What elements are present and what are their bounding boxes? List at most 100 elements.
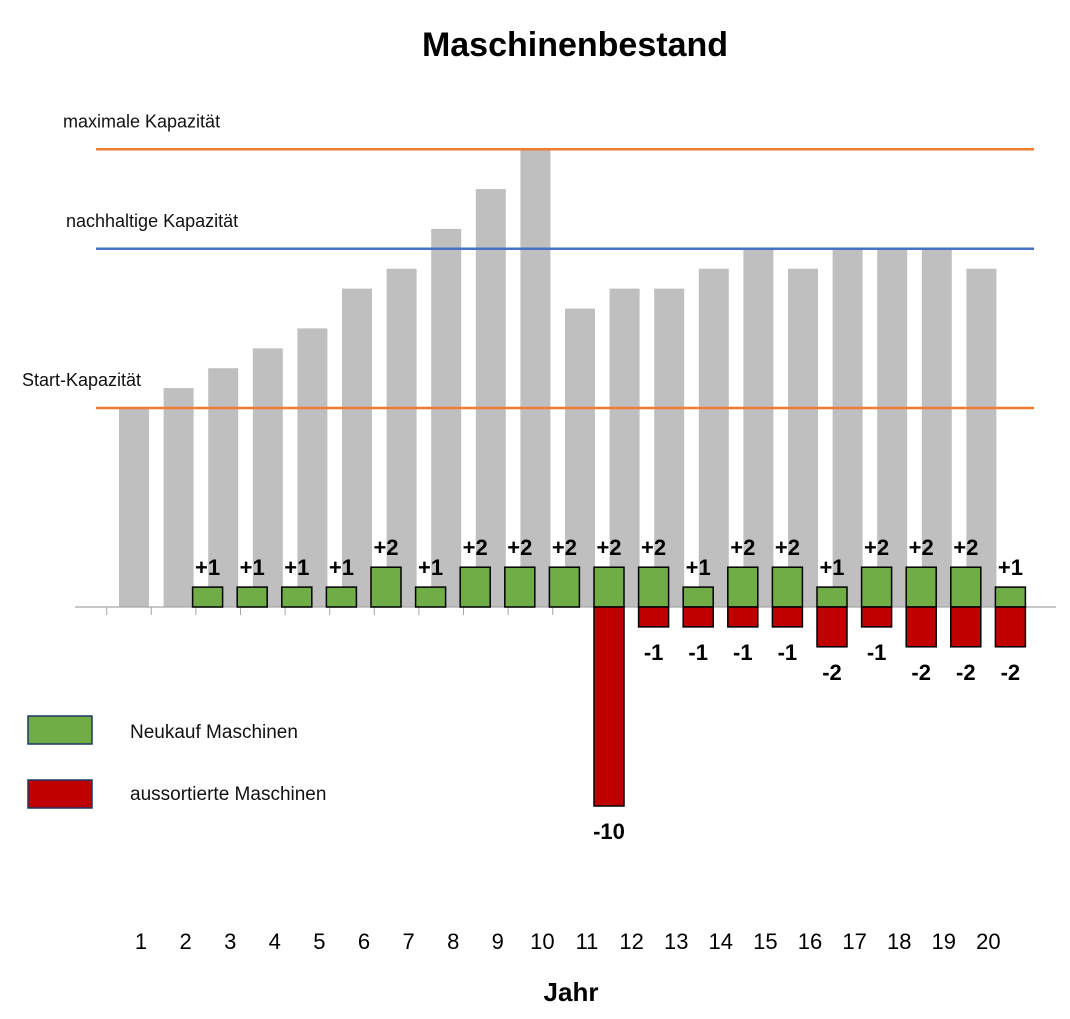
x-tick-label-5: 5 <box>313 929 325 954</box>
neukauf-bar-11 <box>593 566 625 608</box>
bestand-bar-19 <box>921 248 952 608</box>
x-tick-label-6: 6 <box>358 929 370 954</box>
neukauf-bar-16 <box>816 586 848 608</box>
bestand-bar-16 <box>788 268 818 607</box>
neukauf-bar-17 <box>860 566 893 608</box>
neukauf-label-9: +2 <box>507 535 532 560</box>
bestand-bar-17 <box>832 248 863 608</box>
reference-label-start: Start-Kapazität <box>22 370 141 390</box>
chart-title: Maschinenbestand <box>422 26 728 64</box>
aussortiert-label-13: -1 <box>688 640 708 665</box>
neukauf-label-18: +2 <box>909 535 934 560</box>
neukauf-label-14: +2 <box>730 535 755 560</box>
neukauf-bar-12 <box>637 566 670 608</box>
bestand-bar-10 <box>520 149 551 608</box>
x-tick-label-9: 9 <box>492 929 504 954</box>
aussortiert-bar-11 <box>593 606 625 807</box>
x-tick-labels: 1 2 3 4 5 6 7 8 9 10 11 12 13 14 15 16 17 18 19 20 <box>135 929 1001 954</box>
neukauf-bar-19 <box>950 566 982 608</box>
neukauf-label-4: +1 <box>284 555 309 580</box>
reference-label-sustain: nachhaltige Kapazität <box>66 211 238 231</box>
x-tick-label-12: 12 <box>619 929 643 954</box>
x-tick-label-7: 7 <box>402 929 414 954</box>
x-tick-label-20: 20 <box>976 929 1000 954</box>
x-tick-label-14: 14 <box>709 929 733 954</box>
x-tick-label-1: 1 <box>135 929 147 954</box>
x-tick-label-16: 16 <box>798 929 822 954</box>
x-tick-label-11: 11 <box>576 929 599 954</box>
aussortiert-bar-17 <box>860 606 893 628</box>
neukauf-label-17: +2 <box>864 535 889 560</box>
legend-label-neukauf: Neukauf Maschinen <box>130 722 298 743</box>
bestand-bar-12 <box>609 288 640 607</box>
neukauf-bar-3 <box>236 586 268 608</box>
legend-swatch-aussortiert <box>27 779 93 809</box>
neukauf-label-15: +2 <box>775 535 800 560</box>
aussortiert-label-12: -1 <box>644 640 664 665</box>
neukauf-bar-20 <box>994 586 1027 608</box>
neukauf-bar-4 <box>281 586 313 608</box>
data-labels: +1 +1 +1 +1 +2 +1 +2 +2 +2 +2 +2 +1 +2 +2 +1 +2 +2 +2 +1 -1… <box>195 535 1023 844</box>
bestand-bar-14 <box>698 268 729 607</box>
bestand-bar-6 <box>342 288 372 607</box>
bestand-bar-1 <box>119 408 149 607</box>
neukauf-label-2: +1 <box>195 555 220 580</box>
aussortiert-bar-15 <box>771 606 804 628</box>
bestand-bar-9 <box>475 189 506 607</box>
neukauf-bar-10 <box>548 566 581 608</box>
x-tick-label-2: 2 <box>179 929 191 954</box>
neukauf-bar-9 <box>504 566 536 608</box>
bestand-bar-13 <box>654 288 685 607</box>
aussortiert-bar-14 <box>727 606 759 628</box>
neukauf-label-7: +1 <box>418 555 443 580</box>
bestand-bar-20 <box>966 268 997 607</box>
aussortiert-label-19: -2 <box>956 660 976 685</box>
bestand-bar-2 <box>163 388 194 607</box>
neukauf-bar-18 <box>905 566 937 608</box>
x-axis-title: Jahr <box>544 977 599 1007</box>
aussortiert-bar-12 <box>637 606 670 628</box>
bestand-bar-15 <box>743 248 774 608</box>
neukauf-label-20: +1 <box>998 555 1023 580</box>
aussortiert-label-16: -2 <box>822 660 842 685</box>
legend-swatch-neukauf <box>27 715 93 745</box>
aussortiert-label-17: -1 <box>867 640 887 665</box>
neukauf-bar-6 <box>370 566 402 608</box>
aussortiert-label-11: -10 <box>593 819 625 844</box>
x-tick-label-19: 19 <box>932 929 956 954</box>
bestand-bar-4 <box>252 348 283 607</box>
neukauf-bar-5 <box>325 586 358 608</box>
aussortiert-label-18: -2 <box>911 660 931 685</box>
neukauf-label-11: +2 <box>596 535 621 560</box>
neukauf-label-3: +1 <box>240 555 265 580</box>
neukauf-label-5: +1 <box>329 555 354 580</box>
x-tick-label-3: 3 <box>224 929 236 954</box>
neukauf-bar-13 <box>682 586 714 608</box>
x-tick-label-10: 10 <box>530 929 554 954</box>
x-tick-label-18: 18 <box>887 929 911 954</box>
bestand-bars <box>119 149 997 608</box>
neukauf-bar-15 <box>771 566 804 608</box>
neukauf-label-16: +1 <box>819 555 844 580</box>
x-tick-label-17: 17 <box>842 929 866 954</box>
bestand-bar-7 <box>386 268 417 607</box>
aussortiert-label-14: -1 <box>733 640 753 665</box>
neukauf-label-12: +2 <box>641 535 666 560</box>
x-tick-label-4: 4 <box>269 929 281 954</box>
neukauf-bar-14 <box>727 566 759 608</box>
neukauf-label-10: +2 <box>552 535 577 560</box>
reference-lines: maximale Kapazität nachhaltige Kapazität S… <box>22 111 1034 410</box>
aussortiert-bar-20 <box>994 606 1027 648</box>
aussortiert-bar-18 <box>905 606 937 648</box>
legend-label-aussortiert: aussortierte Maschinen <box>130 784 326 805</box>
bestand-bar-5 <box>297 328 328 607</box>
x-tick-label-8: 8 <box>447 929 459 954</box>
bestand-bar-18 <box>877 248 908 608</box>
neukauf-label-8: +2 <box>463 535 488 560</box>
neukauf-bar-8 <box>459 566 491 608</box>
neukauf-label-19: +2 <box>953 535 978 560</box>
legend: Neukauf Maschinen aussortierte Maschinen <box>27 715 326 809</box>
x-tick-label-15: 15 <box>753 929 777 954</box>
bestand-bar-8 <box>431 228 462 607</box>
